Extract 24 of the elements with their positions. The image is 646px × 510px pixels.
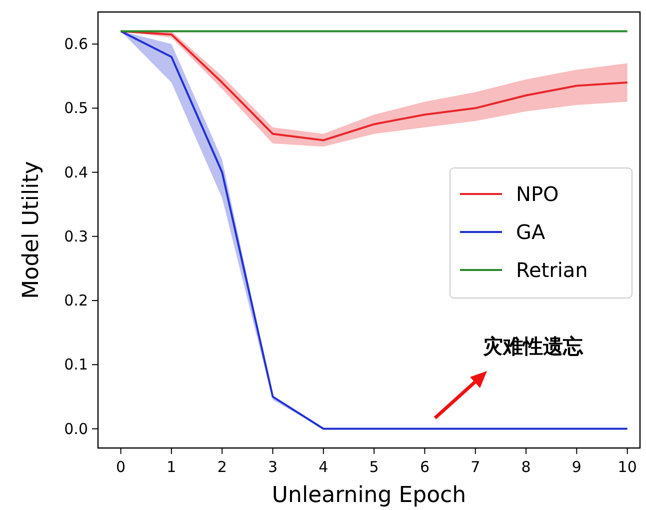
y-tick-label: 0.3 <box>64 227 88 246</box>
x-tick-label: 5 <box>369 458 379 476</box>
y-tick-label: 0.0 <box>64 420 88 438</box>
legend-label: NPO <box>516 182 559 206</box>
x-tick-label: 4 <box>318 458 328 476</box>
x-tick-label: 2 <box>217 458 227 476</box>
x-tick-label: 8 <box>521 458 531 476</box>
y-axis-title: Model Utility <box>19 161 44 299</box>
y-tick-label: 0.4 <box>64 163 88 182</box>
x-tick-label: 6 <box>420 458 430 476</box>
y-tick-label: 0.2 <box>64 292 88 310</box>
y-tick-label: 0.5 <box>64 99 88 118</box>
y-tick-label: 0.6 <box>64 35 88 54</box>
legend-label: GA <box>516 220 546 244</box>
x-tick-label: 1 <box>166 458 176 476</box>
x-tick-label: 7 <box>470 458 480 476</box>
legend-label: Retrian <box>516 258 588 282</box>
y-tick-label: 0.1 <box>64 356 88 374</box>
x-axis-title: Unlearning Epoch <box>272 483 466 508</box>
x-tick-label: 9 <box>572 458 582 476</box>
x-tick-label: 0 <box>116 458 126 476</box>
annotation: 灾难性遗忘 <box>483 334 584 358</box>
x-tick-label: 3 <box>268 458 278 476</box>
x-tick-label: 10 <box>618 458 637 476</box>
